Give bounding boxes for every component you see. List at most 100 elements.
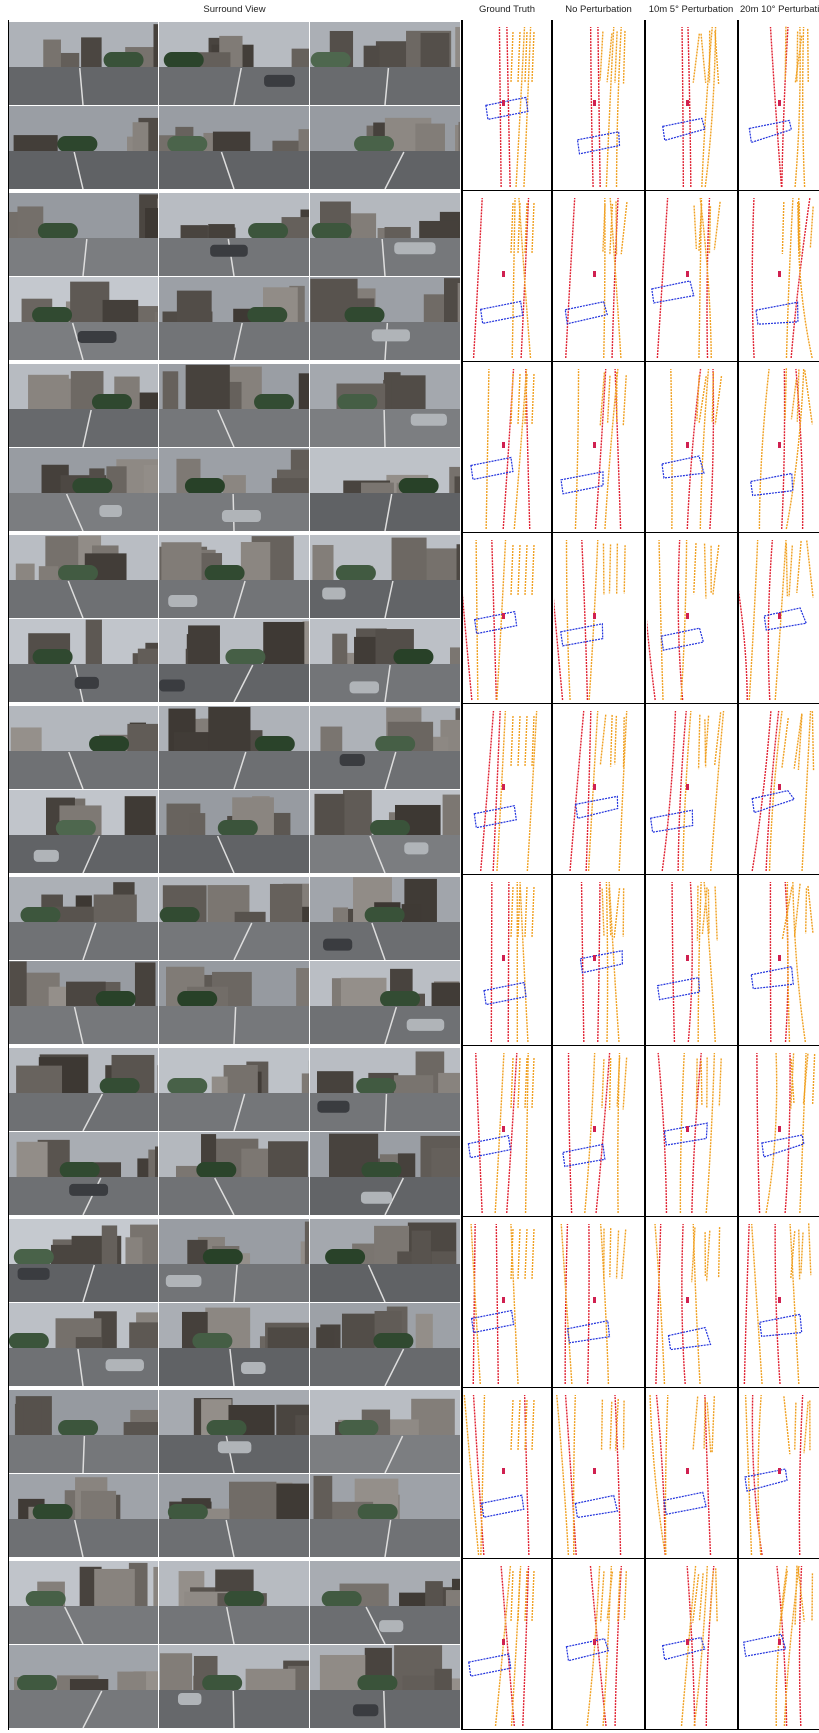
camera-image [310,1645,460,1728]
map-line [681,540,687,700]
hd-map [554,193,643,360]
map-line [707,198,709,358]
divider [795,884,801,937]
vehicle [178,1693,201,1705]
map-line [569,1053,572,1213]
hd-map [739,1561,819,1728]
trees [354,136,394,152]
divider [525,545,527,595]
building [39,566,59,580]
ego-vehicle [502,1468,505,1474]
separator [8,1217,9,1388]
separator [8,1559,9,1730]
camera-scene [8,364,158,447]
map-line [598,27,600,187]
separator [8,533,9,704]
map-line [657,198,667,358]
map-drawing [554,22,643,189]
crosswalk [658,978,700,1000]
trees [33,1504,73,1520]
divider [532,887,534,937]
map-line [606,882,607,1042]
camera-image [8,1390,158,1473]
road [159,1093,309,1131]
divider [518,887,520,937]
camera-image [310,1561,460,1644]
camera-scene [8,1132,158,1215]
camera-image [8,1303,158,1386]
camera-image [8,619,158,702]
building [9,961,26,1006]
crosswalk [663,1638,705,1660]
hd-map [554,1390,643,1557]
camera-scene [8,1474,158,1557]
map-line [588,1224,589,1384]
building [314,1476,333,1519]
separator [461,191,463,362]
divider [518,1229,520,1279]
camera-image [310,1303,460,1386]
divider [705,716,708,764]
trees [399,478,439,494]
building [292,49,309,67]
vehicle [350,681,379,693]
camera-scene [310,1219,460,1302]
crosswalk [565,302,607,324]
building [212,1077,228,1093]
separator [644,1559,646,1730]
ego-vehicle [502,1639,505,1645]
column-title: 20m 10° Perturbation [740,0,819,20]
trees [192,1333,232,1349]
separator [8,20,9,191]
trees [225,649,265,665]
sample-row [0,1046,819,1217]
divider [610,1058,611,1110]
map-drawing [463,1219,551,1386]
divider [532,545,534,595]
building [364,46,380,67]
map-line [514,369,526,529]
map-line [775,540,786,700]
crosswalk [663,118,705,140]
divider [525,887,527,937]
map-drawing [647,22,736,189]
road [310,664,460,702]
lane-marking [233,1691,234,1728]
map-line [770,27,781,187]
building [213,132,250,151]
map-line [656,1395,665,1555]
separator [737,704,739,875]
camera-scene [8,277,158,360]
divider [705,544,706,599]
separator [461,20,463,191]
camera-image [159,22,309,105]
building [274,1484,309,1519]
building [81,37,102,67]
separator [461,1217,463,1388]
hd-map [647,22,736,189]
ego-vehicle [502,271,505,277]
divider [707,1231,710,1282]
camera-scene [310,364,460,447]
building [208,707,250,751]
trees [167,1078,207,1094]
divider [719,1058,721,1106]
divider [624,717,625,767]
map-line [800,1053,806,1213]
road [159,238,309,276]
building [421,33,450,67]
separator [8,1046,9,1217]
hd-map [739,22,819,189]
building [302,1073,309,1093]
map-line [672,882,674,1042]
divider [781,1571,787,1621]
hd-map [647,364,736,531]
camera-scene [310,1645,460,1728]
map-line [497,540,506,700]
map-line [604,198,605,358]
divider [511,1058,513,1108]
camera-image [8,706,158,789]
building [43,40,61,67]
crosswalk [664,1123,707,1145]
divider [511,1400,513,1450]
